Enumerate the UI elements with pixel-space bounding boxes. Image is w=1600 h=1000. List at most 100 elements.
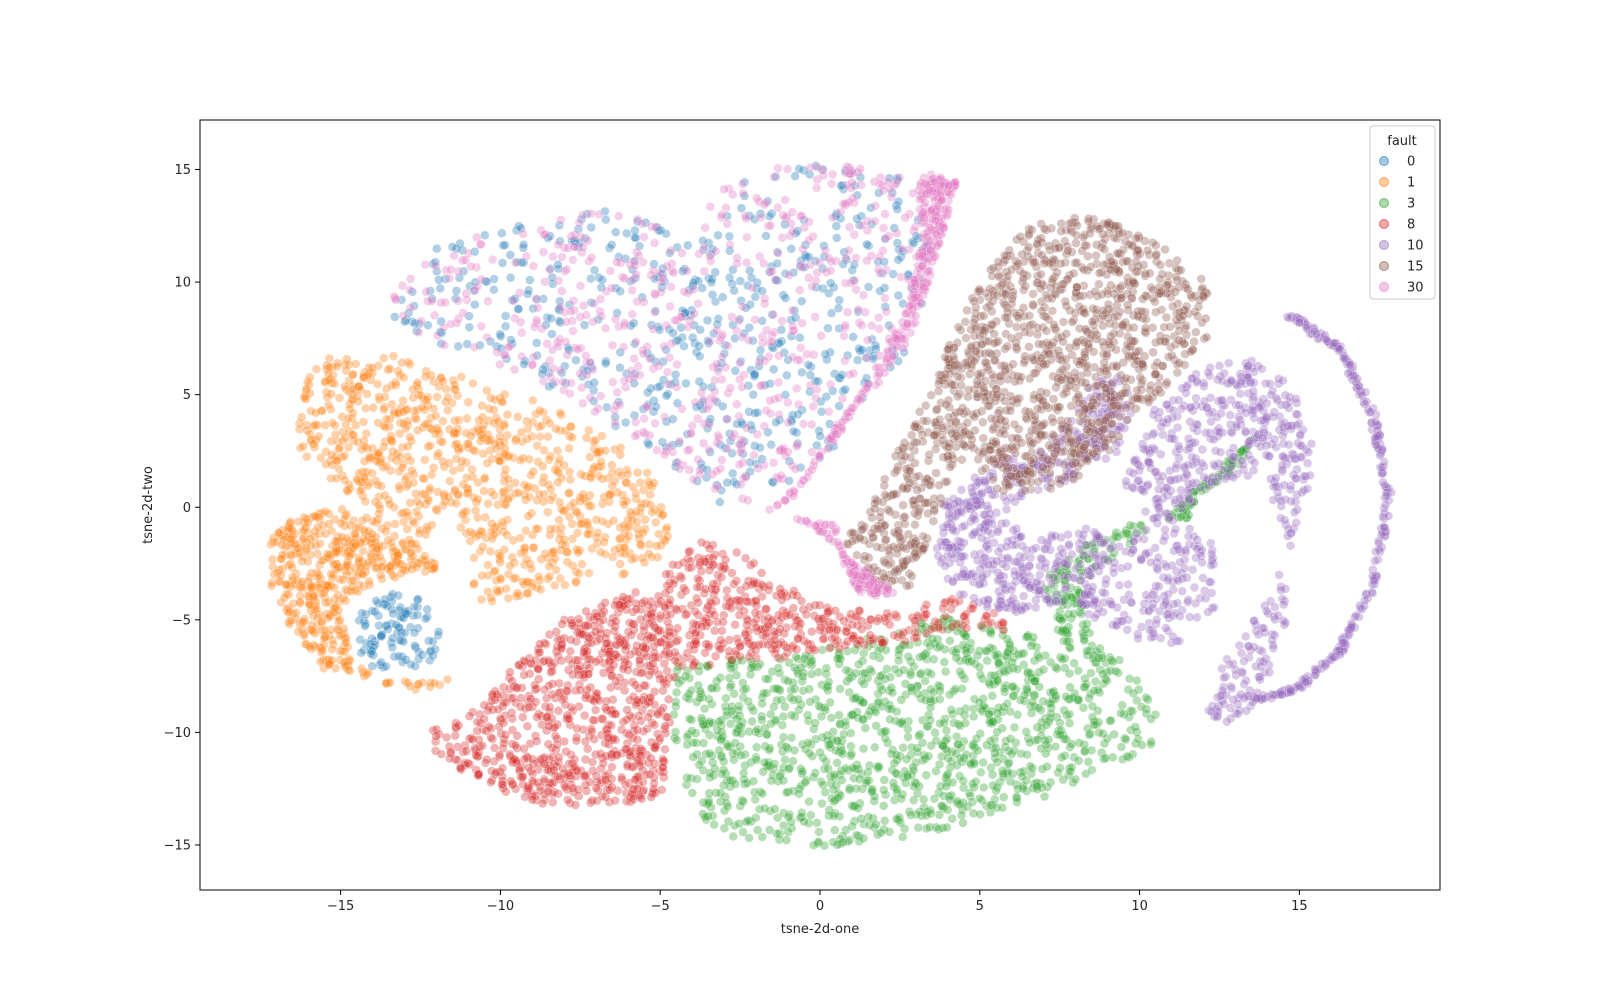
data-point bbox=[408, 392, 418, 403]
data-point bbox=[903, 732, 913, 742]
data-point bbox=[589, 265, 600, 275]
data-point bbox=[1081, 624, 1091, 635]
data-point bbox=[520, 792, 530, 802]
data-point bbox=[769, 627, 779, 637]
data-point bbox=[894, 655, 904, 666]
data-point bbox=[538, 294, 548, 304]
data-point bbox=[619, 678, 630, 688]
data-point bbox=[906, 682, 916, 693]
data-point bbox=[543, 507, 553, 517]
data-point bbox=[555, 317, 566, 328]
data-point bbox=[522, 483, 533, 493]
data-point bbox=[513, 304, 524, 314]
data-point bbox=[591, 657, 601, 667]
data-point bbox=[817, 798, 827, 809]
data-point bbox=[670, 369, 681, 380]
data-point bbox=[925, 715, 936, 725]
data-point bbox=[649, 700, 660, 710]
data-point bbox=[986, 800, 996, 810]
data-point bbox=[759, 757, 770, 768]
data-point bbox=[392, 548, 403, 558]
data-point bbox=[625, 649, 636, 660]
data-point bbox=[637, 794, 647, 804]
data-point bbox=[658, 762, 668, 773]
data-point bbox=[483, 499, 493, 509]
data-point bbox=[584, 500, 594, 511]
data-point bbox=[469, 553, 479, 563]
data-point bbox=[858, 833, 869, 844]
data-point bbox=[620, 744, 631, 754]
data-point bbox=[873, 689, 883, 699]
data-point bbox=[288, 598, 298, 609]
data-point bbox=[350, 530, 360, 540]
data-point bbox=[476, 526, 486, 536]
data-point bbox=[723, 741, 733, 752]
data-point bbox=[800, 240, 811, 250]
data-point bbox=[657, 785, 667, 795]
data-point bbox=[601, 775, 611, 785]
data-point bbox=[649, 720, 660, 730]
data-point bbox=[757, 698, 767, 709]
data-point bbox=[425, 655, 435, 665]
data-point bbox=[806, 669, 817, 679]
data-point bbox=[500, 730, 511, 740]
data-point bbox=[969, 757, 979, 768]
data-point bbox=[371, 456, 381, 466]
data-point bbox=[1106, 715, 1116, 726]
data-point bbox=[742, 620, 752, 630]
data-point bbox=[1121, 734, 1131, 745]
data-point bbox=[1051, 691, 1061, 701]
data-point bbox=[397, 358, 407, 368]
data-point bbox=[732, 714, 742, 724]
data-point bbox=[429, 678, 440, 688]
data-point bbox=[825, 739, 835, 749]
data-point bbox=[705, 447, 715, 457]
data-point bbox=[887, 688, 898, 698]
data-point bbox=[1065, 682, 1075, 692]
data-point bbox=[688, 281, 698, 291]
data-point bbox=[558, 763, 568, 774]
data-point bbox=[804, 684, 814, 694]
data-point bbox=[929, 794, 940, 804]
data-point bbox=[802, 710, 813, 720]
data-point bbox=[570, 800, 581, 810]
data-point bbox=[478, 449, 488, 459]
data-point bbox=[873, 697, 884, 707]
data-point bbox=[716, 734, 726, 744]
data-point bbox=[812, 818, 822, 828]
data-point bbox=[715, 561, 726, 572]
data-point bbox=[582, 529, 593, 539]
data-point bbox=[636, 716, 646, 726]
data-point bbox=[853, 803, 863, 813]
data-point bbox=[788, 426, 799, 436]
data-point bbox=[893, 197, 904, 207]
data-point bbox=[684, 547, 694, 557]
data-point bbox=[482, 458, 492, 468]
data-point bbox=[412, 610, 423, 620]
data-point bbox=[813, 376, 823, 387]
data-point bbox=[359, 441, 370, 452]
data-point bbox=[554, 515, 564, 525]
data-point bbox=[555, 497, 565, 507]
data-point bbox=[367, 468, 377, 478]
data-point bbox=[819, 840, 830, 851]
data-point bbox=[398, 637, 409, 647]
data-point bbox=[515, 455, 526, 465]
data-point bbox=[451, 286, 462, 296]
data-point bbox=[573, 784, 583, 795]
data-point bbox=[804, 748, 814, 758]
data-point bbox=[474, 769, 484, 779]
data-point bbox=[774, 338, 785, 349]
data-point bbox=[794, 164, 804, 174]
data-point bbox=[729, 285, 739, 296]
data-point bbox=[608, 552, 618, 562]
data-point bbox=[939, 657, 949, 667]
data-point bbox=[405, 622, 416, 632]
data-point bbox=[786, 417, 797, 427]
data-point bbox=[857, 624, 867, 634]
data-point bbox=[348, 384, 358, 394]
data-point bbox=[471, 750, 481, 760]
data-point bbox=[804, 796, 814, 807]
data-point bbox=[938, 603, 948, 614]
data-point bbox=[854, 659, 864, 670]
